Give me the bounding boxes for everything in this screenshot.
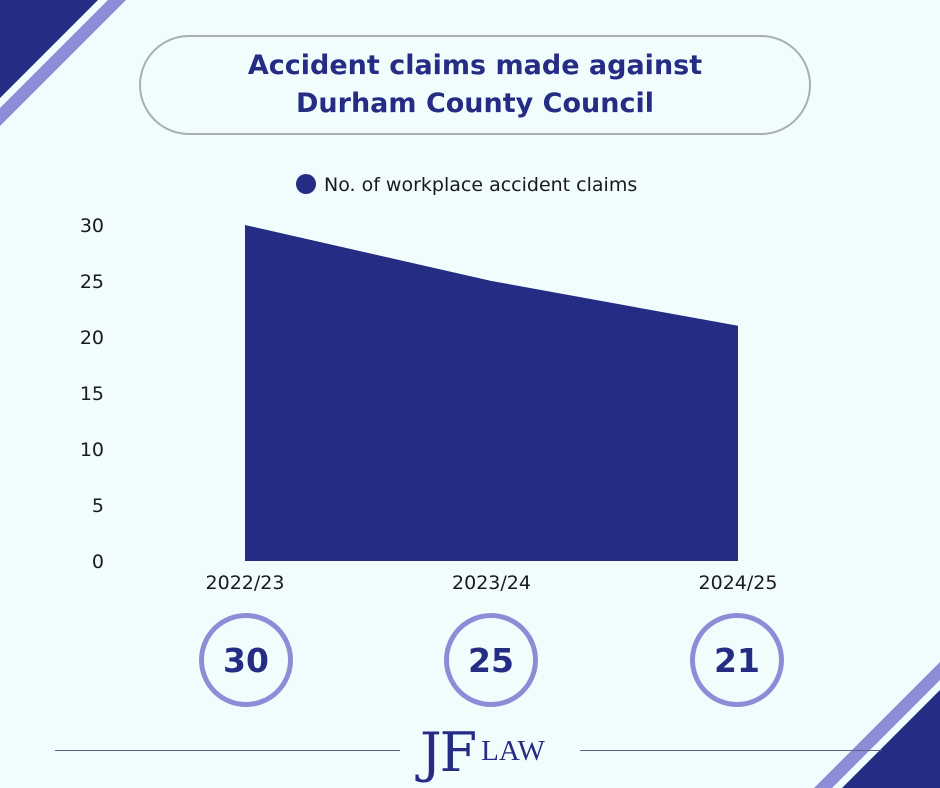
chart-title: Accident claims made against Durham Coun… [139, 35, 811, 135]
area-chart: No. of workplace accident claims 0 5 10 15 2… [80, 174, 778, 594]
legend-marker [296, 174, 316, 194]
y-tick-label: 25 [80, 271, 104, 293]
area-series [245, 225, 738, 561]
y-tick-label: 15 [80, 383, 104, 405]
y-axis: 0 5 10 15 20 25 30 [80, 215, 104, 573]
y-tick-label: 10 [80, 439, 104, 461]
divider-right [580, 750, 882, 751]
legend: No. of workplace accident claims [296, 174, 637, 196]
divider-left [55, 750, 400, 751]
y-tick-label: 5 [92, 495, 104, 517]
logo-jf: JF [420, 721, 477, 784]
value-callout-1: 30 [199, 613, 293, 707]
jf-law-logo: JF LAW [420, 718, 545, 782]
value-callout-1-text: 30 [223, 640, 269, 680]
value-callout-2-text: 25 [468, 640, 514, 680]
y-tick-label: 0 [92, 551, 104, 573]
x-axis: 2022/23 2023/24 2024/25 [206, 572, 778, 594]
value-callout-3: 21 [690, 613, 784, 707]
x-tick-label: 2024/25 [699, 572, 778, 594]
title-line-2: Durham County Council [296, 88, 654, 119]
value-callout-3-text: 21 [714, 640, 760, 680]
title-line-1: Accident claims made against [247, 50, 703, 81]
x-tick-label: 2022/23 [206, 572, 285, 594]
corner-decoration-bottom-right [814, 662, 940, 788]
logo-law: LAW [481, 735, 545, 767]
value-callout-2: 25 [444, 613, 538, 707]
y-tick-label: 20 [80, 327, 104, 349]
corner-decoration-top-left [0, 0, 126, 126]
x-tick-label: 2023/24 [452, 572, 531, 594]
y-tick-label: 30 [80, 215, 104, 237]
legend-label: No. of workplace accident claims [324, 174, 637, 196]
